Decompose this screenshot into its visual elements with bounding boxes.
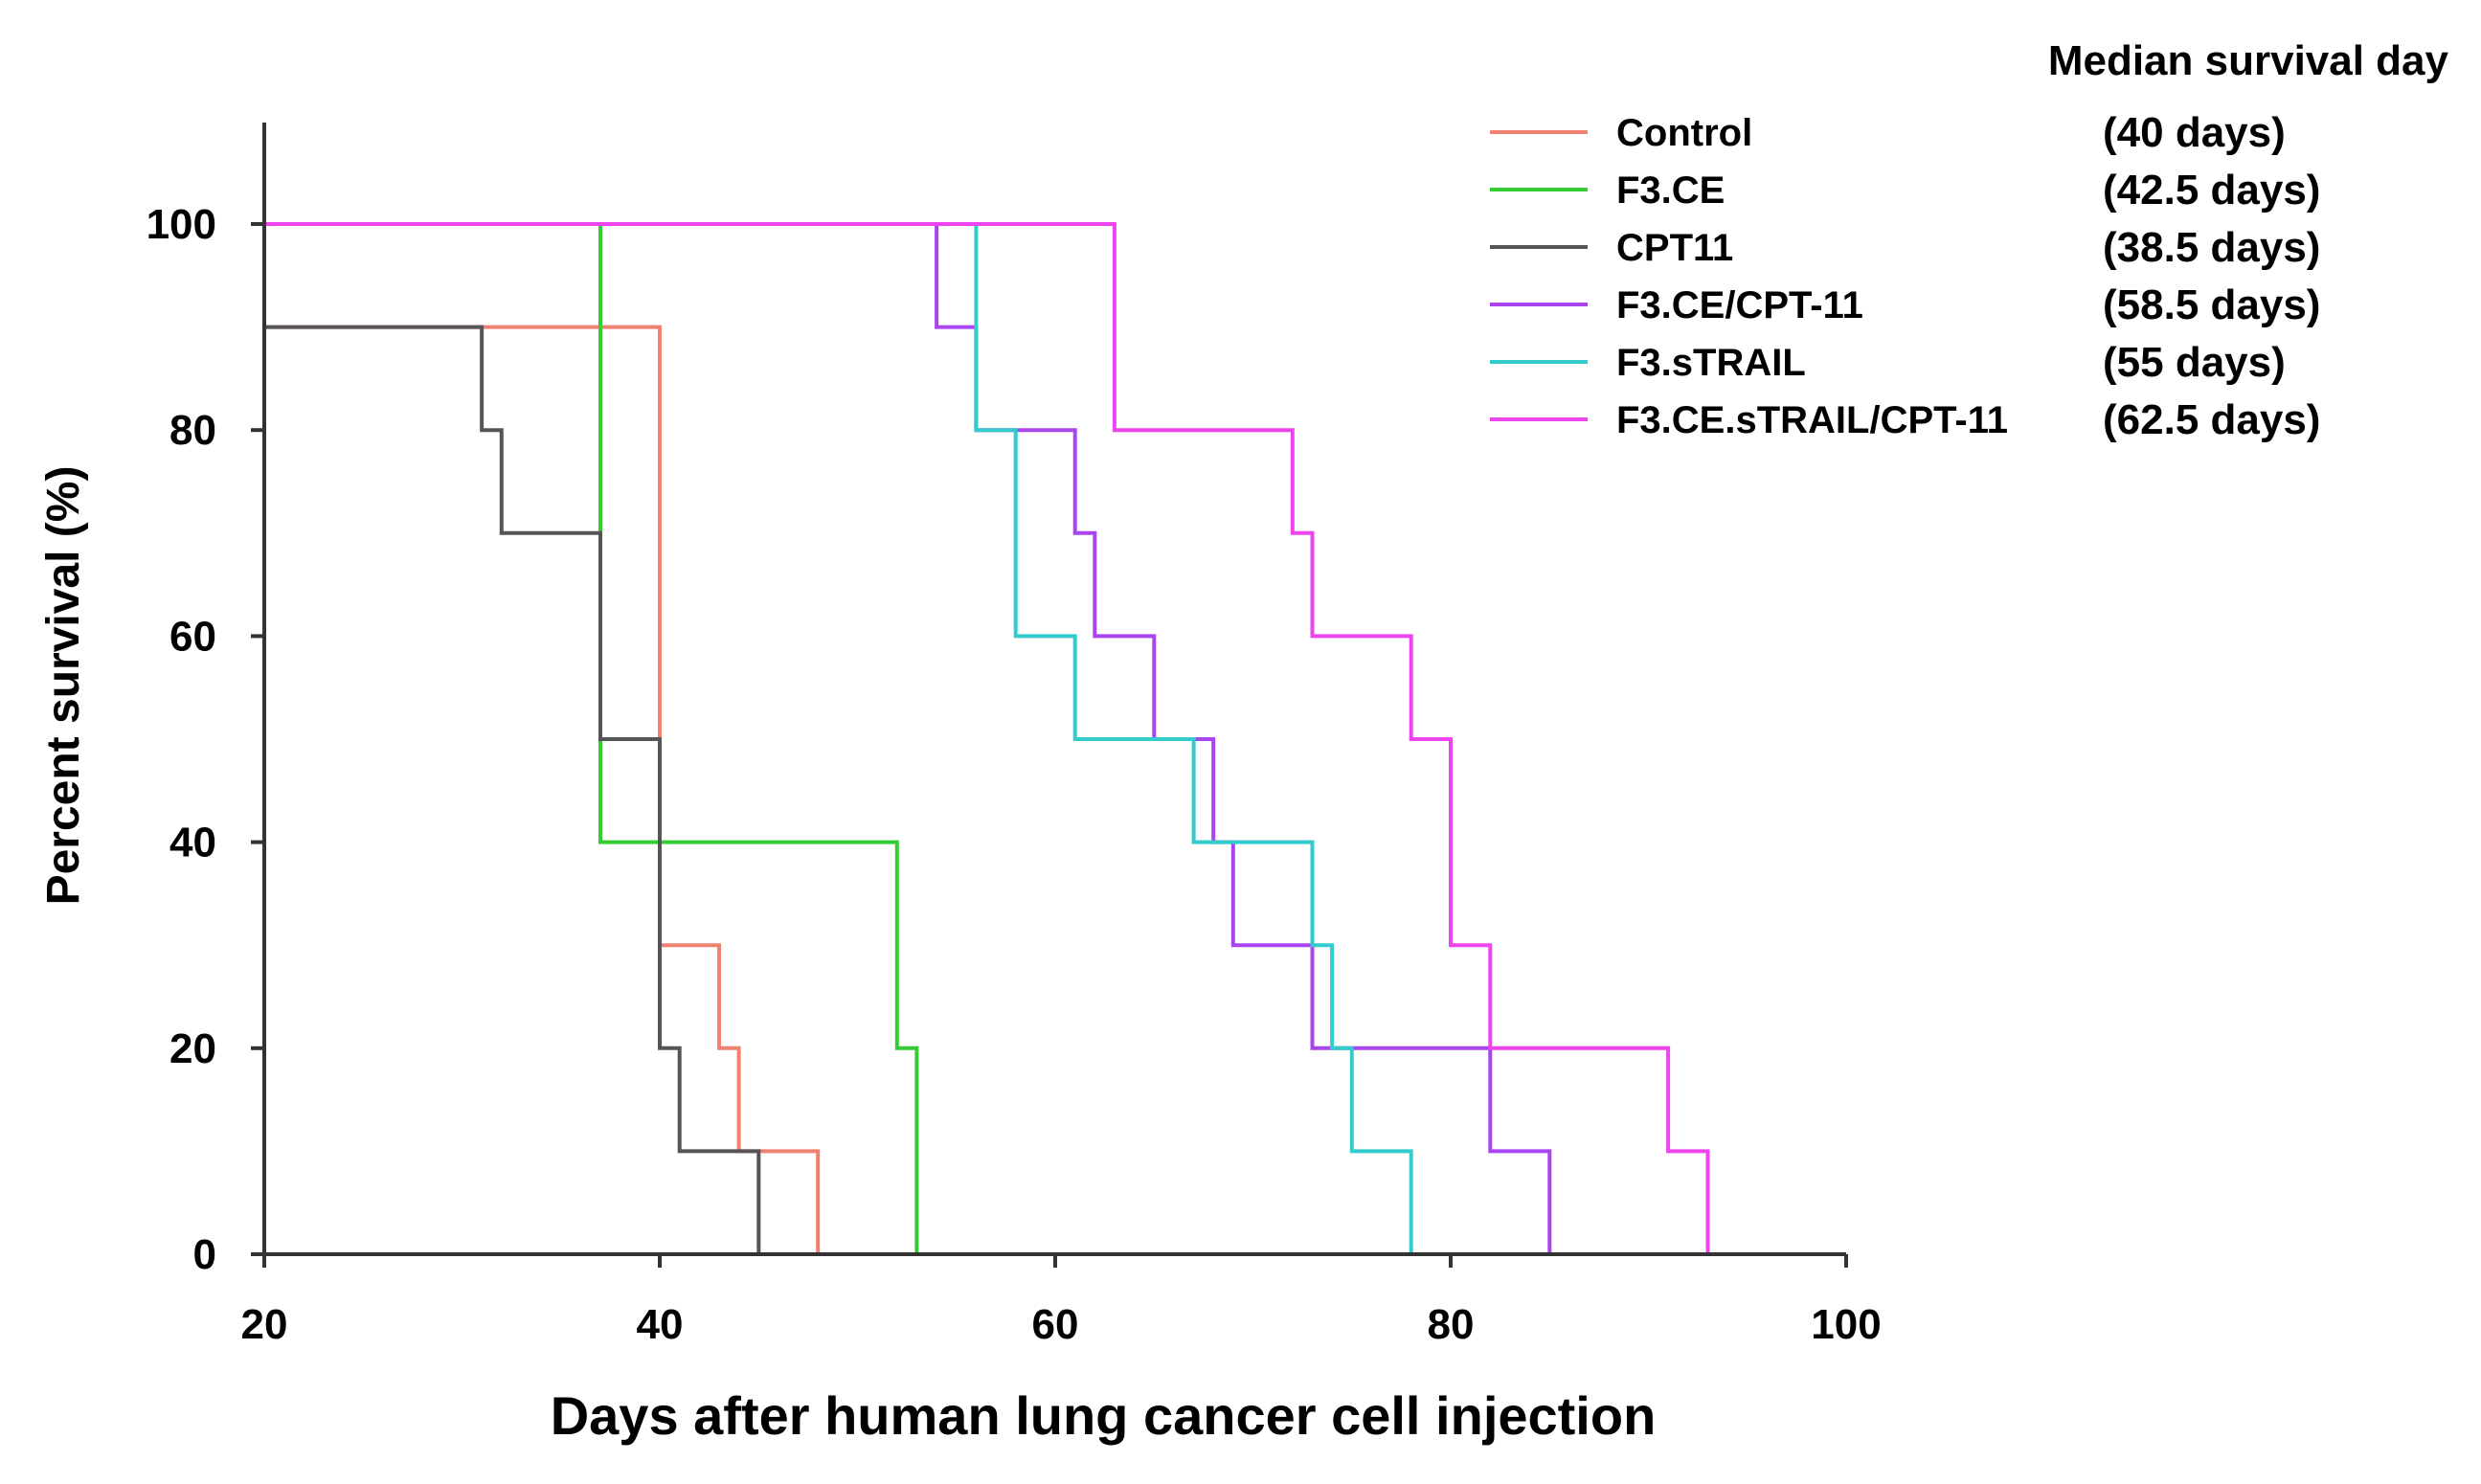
legend-header: Median survival day (2048, 37, 2449, 84)
y-axis-title: Percent survival (%) (38, 466, 89, 906)
axes-layer (262, 123, 1846, 1256)
series-layer (264, 222, 1728, 1256)
legend-label-f3-ce: F3.CE (1616, 169, 1725, 212)
series-line-f3-ce-strail-cpt-11 (264, 222, 1728, 1256)
y-tick-label-80: 80 (169, 407, 216, 454)
legend-label-cpt11: CPT11 (1616, 227, 1733, 269)
series-line-f3-strail (264, 222, 1432, 1256)
ticks-layer: 20 40 60 80 100 0 20 40 60 80 100 (147, 201, 1882, 1348)
series-line-control (264, 325, 838, 1256)
y-tick-label-20: 20 (169, 1025, 216, 1072)
y-tick-label-60: 60 (169, 613, 216, 660)
legend-median-cpt11: (38.5 days) (2103, 224, 2320, 271)
legend-label-f3-strail: F3.sTRAIL (1616, 342, 1806, 384)
y-tick-label-100: 100 (147, 201, 216, 248)
legend-median-f3-ce-strail-cpt-11: (62.5 days) (2103, 396, 2320, 443)
x-tick-label-40: 40 (637, 1301, 684, 1348)
series-line-cpt11 (264, 325, 778, 1256)
legend-median-f3-ce: (42.5 days) (2103, 167, 2320, 214)
legend-median-control: (40 days) (2103, 109, 2286, 156)
y-tick-label-40: 40 (169, 820, 216, 866)
x-axis-title: Days after human lung cancer cell inject… (551, 1385, 1657, 1446)
x-tick-label-100: 100 (1811, 1301, 1881, 1348)
x-tick-label-80: 80 (1428, 1301, 1475, 1348)
legend-label-f3-ce-strail-cpt-11: F3.CE.sTRAIL/CPT-11 (1616, 399, 2008, 441)
x-tick-label-60: 60 (1032, 1301, 1079, 1348)
legend: Control (40 days) F3.CE (42.5 days) CPT11 (38… (1490, 109, 2320, 443)
x-tick-label-20: 20 (241, 1301, 288, 1348)
legend-median-f3-strail: (55 days) (2103, 339, 2286, 386)
y-tick-label-0: 0 (193, 1231, 216, 1278)
legend-median-f3-ce-cpt-11: (58.5 days) (2103, 281, 2320, 328)
legend-label-control: Control (1616, 112, 1752, 154)
legend-label-f3-ce-cpt-11: F3.CE/CPT-11 (1616, 284, 1863, 326)
